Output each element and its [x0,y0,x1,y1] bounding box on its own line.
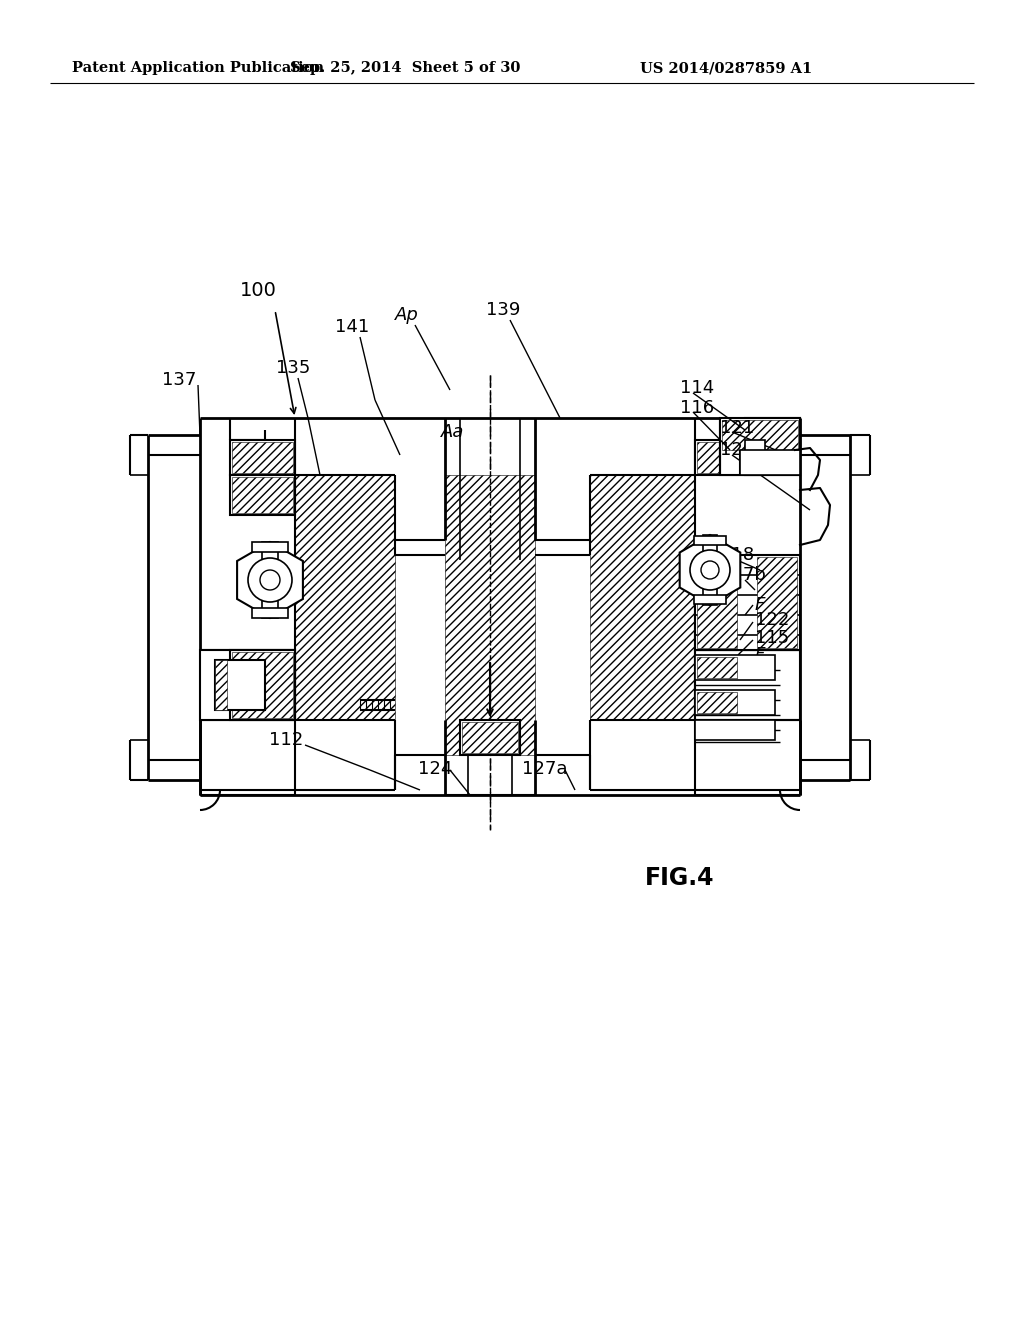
Bar [230,475,295,515]
Text: 122: 122 [755,611,790,630]
Bar [697,442,758,473]
Bar [697,657,737,678]
Bar [445,475,535,755]
Bar [262,543,278,618]
Circle shape [690,550,730,590]
Text: 127b: 127b [720,566,766,583]
Bar [694,595,726,605]
Bar [460,719,520,755]
Text: 114: 114 [680,379,715,397]
Bar [757,557,797,648]
Text: Aa: Aa [441,422,465,441]
Circle shape [260,570,280,590]
Circle shape [248,558,292,602]
Bar [694,536,726,545]
Bar [695,554,800,649]
Text: Patent Application Publication: Patent Application Publication [72,61,324,75]
Text: Ap: Ap [395,306,419,323]
Text: FIG.4: FIG.4 [645,866,715,890]
Text: Sep. 25, 2014  Sheet 5 of 30: Sep. 25, 2014 Sheet 5 of 30 [290,61,520,75]
Bar [230,440,295,475]
Bar [745,418,800,475]
Polygon shape [680,535,740,605]
Circle shape [701,561,719,579]
Text: F: F [755,645,765,664]
Text: 127a: 127a [522,760,567,777]
Text: 115: 115 [755,630,790,647]
Text: 116: 116 [680,399,714,417]
Bar [695,440,760,475]
Text: 121: 121 [720,418,755,437]
Bar [722,420,798,450]
Polygon shape [238,543,303,618]
Bar [695,690,775,715]
Bar [746,420,798,473]
Text: 112: 112 [268,731,303,748]
Bar [232,652,293,718]
Bar [590,475,695,719]
Bar [230,649,295,719]
Text: 135: 135 [275,359,310,378]
Bar [240,568,300,591]
Text: 100: 100 [240,281,276,300]
Bar [295,475,395,719]
Bar [462,722,518,752]
Bar [695,649,800,719]
Text: F: F [755,597,765,614]
Bar [697,692,737,713]
Text: 137: 137 [162,371,196,389]
Bar [745,440,765,475]
Bar [232,442,293,473]
Text: 139: 139 [485,301,520,319]
Text: 120: 120 [720,441,754,459]
Text: 118: 118 [720,546,754,564]
Bar [232,477,293,513]
Bar [200,649,295,719]
Bar [215,660,227,710]
Bar [697,557,737,648]
Bar [682,560,738,579]
Bar [252,609,288,618]
Bar [695,655,775,680]
Bar [703,535,717,605]
Text: US 2014/0287859 A1: US 2014/0287859 A1 [640,61,812,75]
Bar [215,660,265,710]
Bar [695,719,775,741]
Text: 124: 124 [418,760,453,777]
Text: 141: 141 [335,318,369,337]
Bar [252,543,288,552]
Bar [740,450,800,475]
Bar [720,418,800,475]
